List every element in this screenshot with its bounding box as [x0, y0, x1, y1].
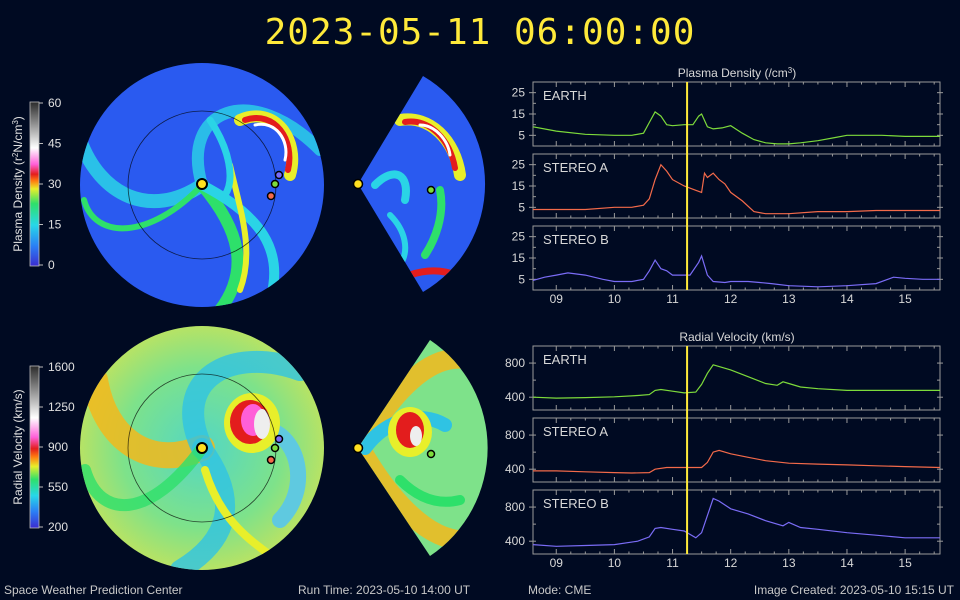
x-tick-label: 09	[550, 292, 564, 306]
velocity-panel-title: Radial Velocity (km/s)	[679, 330, 794, 344]
density-colorbar: 60 45 30 15 0 Plasma Density (r2N/cm3)	[11, 96, 62, 272]
y-tick-label: 800	[505, 356, 525, 370]
x-tick-label: 15	[898, 556, 912, 570]
spacecraft-label: EARTH	[543, 352, 587, 367]
chart-panel-stereo-b: 400 800 STEREO B	[505, 489, 943, 555]
footer-org: Space Weather Prediction Center	[4, 583, 183, 597]
x-tick-label: 11	[666, 292, 679, 306]
y-tick-label: 5	[518, 272, 525, 286]
velocity-ecliptic-map	[80, 326, 324, 570]
series-line-stereo-b	[532, 254, 940, 288]
x-tick-label: 09	[550, 556, 564, 570]
colorbar-tick-label: 45	[48, 137, 62, 151]
y-tick-label: 400	[505, 390, 525, 404]
y-tick-label: 5	[518, 128, 525, 142]
chart-panel-stereo-a: 400 800 STEREO A	[505, 417, 943, 483]
density-colorbar-label: Plasma Density (r2N/cm3)	[11, 116, 25, 252]
x-tick-label: 14	[840, 556, 854, 570]
chart-panel-earth: 400 800 EARTH	[505, 345, 943, 411]
colorbar-tick-label: 60	[48, 96, 62, 110]
timeseries-charts: 5 15 25 EARTH 5 15 25 STEREO A 5 15 25 STEREO B 09 10…	[505, 81, 943, 570]
density-meridional-map	[352, 76, 486, 292]
x-tick-label: 12	[724, 292, 738, 306]
y-tick-label: 15	[512, 179, 526, 193]
colorbar-tick-label: 0	[48, 258, 55, 272]
y-tick-label: 400	[505, 534, 525, 548]
spacecraft-label: STEREO B	[543, 496, 609, 511]
colorbar-tick-label: 1600	[48, 360, 75, 374]
colorbar-tick-label: 1250	[48, 400, 75, 414]
footer-mode: Mode: CME	[528, 583, 592, 597]
x-tick-label: 10	[608, 292, 622, 306]
velocity-colorbar-label: Radial Velocity (km/s)	[11, 389, 25, 504]
spacecraft-label: STEREO B	[543, 232, 609, 247]
velocity-colorbar: 1600 1250 900 550 200 Radial Velocity (km/s)	[11, 360, 75, 534]
x-tick-label: 10	[608, 556, 622, 570]
series-line-stereo-a	[533, 163, 940, 215]
colorbar-tick-label: 550	[48, 480, 68, 494]
chart-panel-earth: 5 15 25 EARTH	[512, 81, 943, 147]
x-tick-label: 13	[782, 292, 796, 306]
y-tick-label: 25	[512, 158, 526, 172]
series-line-earth	[532, 364, 940, 399]
velocity-meridional-map	[352, 340, 488, 556]
x-tick-label: 13	[782, 556, 796, 570]
y-tick-label: 15	[512, 251, 526, 265]
series-line-stereo-b	[532, 497, 940, 547]
y-tick-label: 800	[505, 500, 525, 514]
spacecraft-label: STEREO A	[543, 424, 608, 439]
chart-panel-stereo-a: 5 15 25 STEREO A	[512, 153, 943, 219]
colorbar-tick-label: 900	[48, 440, 68, 454]
series-line-earth	[532, 111, 940, 145]
colorbar-tick-label: 30	[48, 177, 62, 191]
y-tick-label: 800	[505, 428, 525, 442]
chart-panel-stereo-b: 5 15 25 STEREO B	[512, 225, 943, 291]
spacecraft-label: STEREO A	[543, 160, 608, 175]
x-tick-label: 15	[898, 292, 912, 306]
density-panel-title: Plasma Density (/cm3)	[678, 66, 796, 80]
footer-created: Image Created: 2023-05-10 15:15 UT	[753, 583, 954, 597]
colorbar-tick-label: 15	[48, 218, 62, 232]
x-tick-label: 11	[666, 556, 679, 570]
density-ecliptic-map	[80, 63, 324, 307]
y-tick-label: 15	[512, 107, 526, 121]
x-tick-label: 14	[840, 292, 854, 306]
timestamp-header: 2023-05-11 06:00:00	[264, 12, 696, 53]
y-tick-label: 25	[512, 230, 526, 244]
series-line-stereo-a	[533, 449, 941, 474]
colorbar-tick-label: 200	[48, 520, 68, 534]
spacecraft-label: EARTH	[543, 88, 587, 103]
y-tick-label: 5	[518, 200, 525, 214]
y-tick-label: 400	[505, 462, 525, 476]
footer-run-time: Run Time: 2023-05-10 14:00 UT	[298, 583, 471, 597]
x-tick-label: 12	[724, 556, 738, 570]
y-tick-label: 25	[512, 86, 526, 100]
